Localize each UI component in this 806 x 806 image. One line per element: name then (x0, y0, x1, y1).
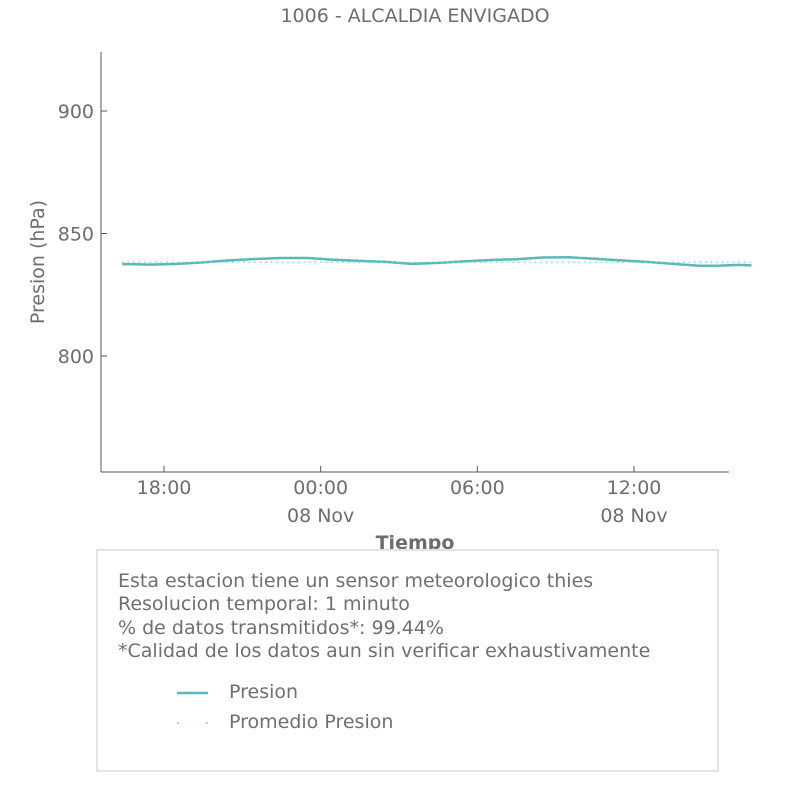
legend-item-presion: Presion (176, 681, 576, 705)
info-line-sensor: Esta estacion tiene un sensor meteorolog… (118, 570, 594, 592)
x-tick-label: 18:00 (137, 477, 192, 499)
x-axis-label: Tiempo (376, 532, 455, 554)
legend-swatch-solid (177, 691, 208, 695)
y-tick-label: 800 (58, 346, 94, 368)
info-line-resolution: Resolucion temporal: 1 minuto (118, 593, 410, 615)
y-axis-label: Presion (hPa) (27, 200, 49, 324)
chart: 1006 - ALCALDIA ENVIGADO Presion (hPa) T… (27, 5, 752, 554)
y-tick-label: 850 (58, 224, 94, 246)
info-box: Esta estacion tiene un sensor meteorolog… (96, 549, 719, 772)
legend-label-promedio: Promedio Presion (229, 711, 394, 733)
x-tick-sublabel: 08 Nov (600, 505, 667, 527)
y-tick-label: 900 (58, 101, 94, 123)
legend-label-presion: Presion (229, 681, 299, 703)
chart-title: 1006 - ALCALDIA ENVIGADO (280, 5, 549, 27)
info-line-transmitted: % de datos transmitidos*: 99.44% (118, 617, 444, 639)
legend-item-promedio: Promedio Presion (176, 711, 576, 735)
legend-swatch-dotted (177, 722, 208, 724)
x-tick-label: 06:00 (450, 477, 505, 499)
series-line-presion (122, 256, 752, 268)
x-tick-sublabel: 08 Nov (287, 505, 354, 527)
x-tick-label: 12:00 (607, 477, 662, 499)
x-tick-label: 00:00 (293, 477, 348, 499)
info-line-quality-note: *Calidad de los datos aun sin verificar … (118, 640, 651, 662)
